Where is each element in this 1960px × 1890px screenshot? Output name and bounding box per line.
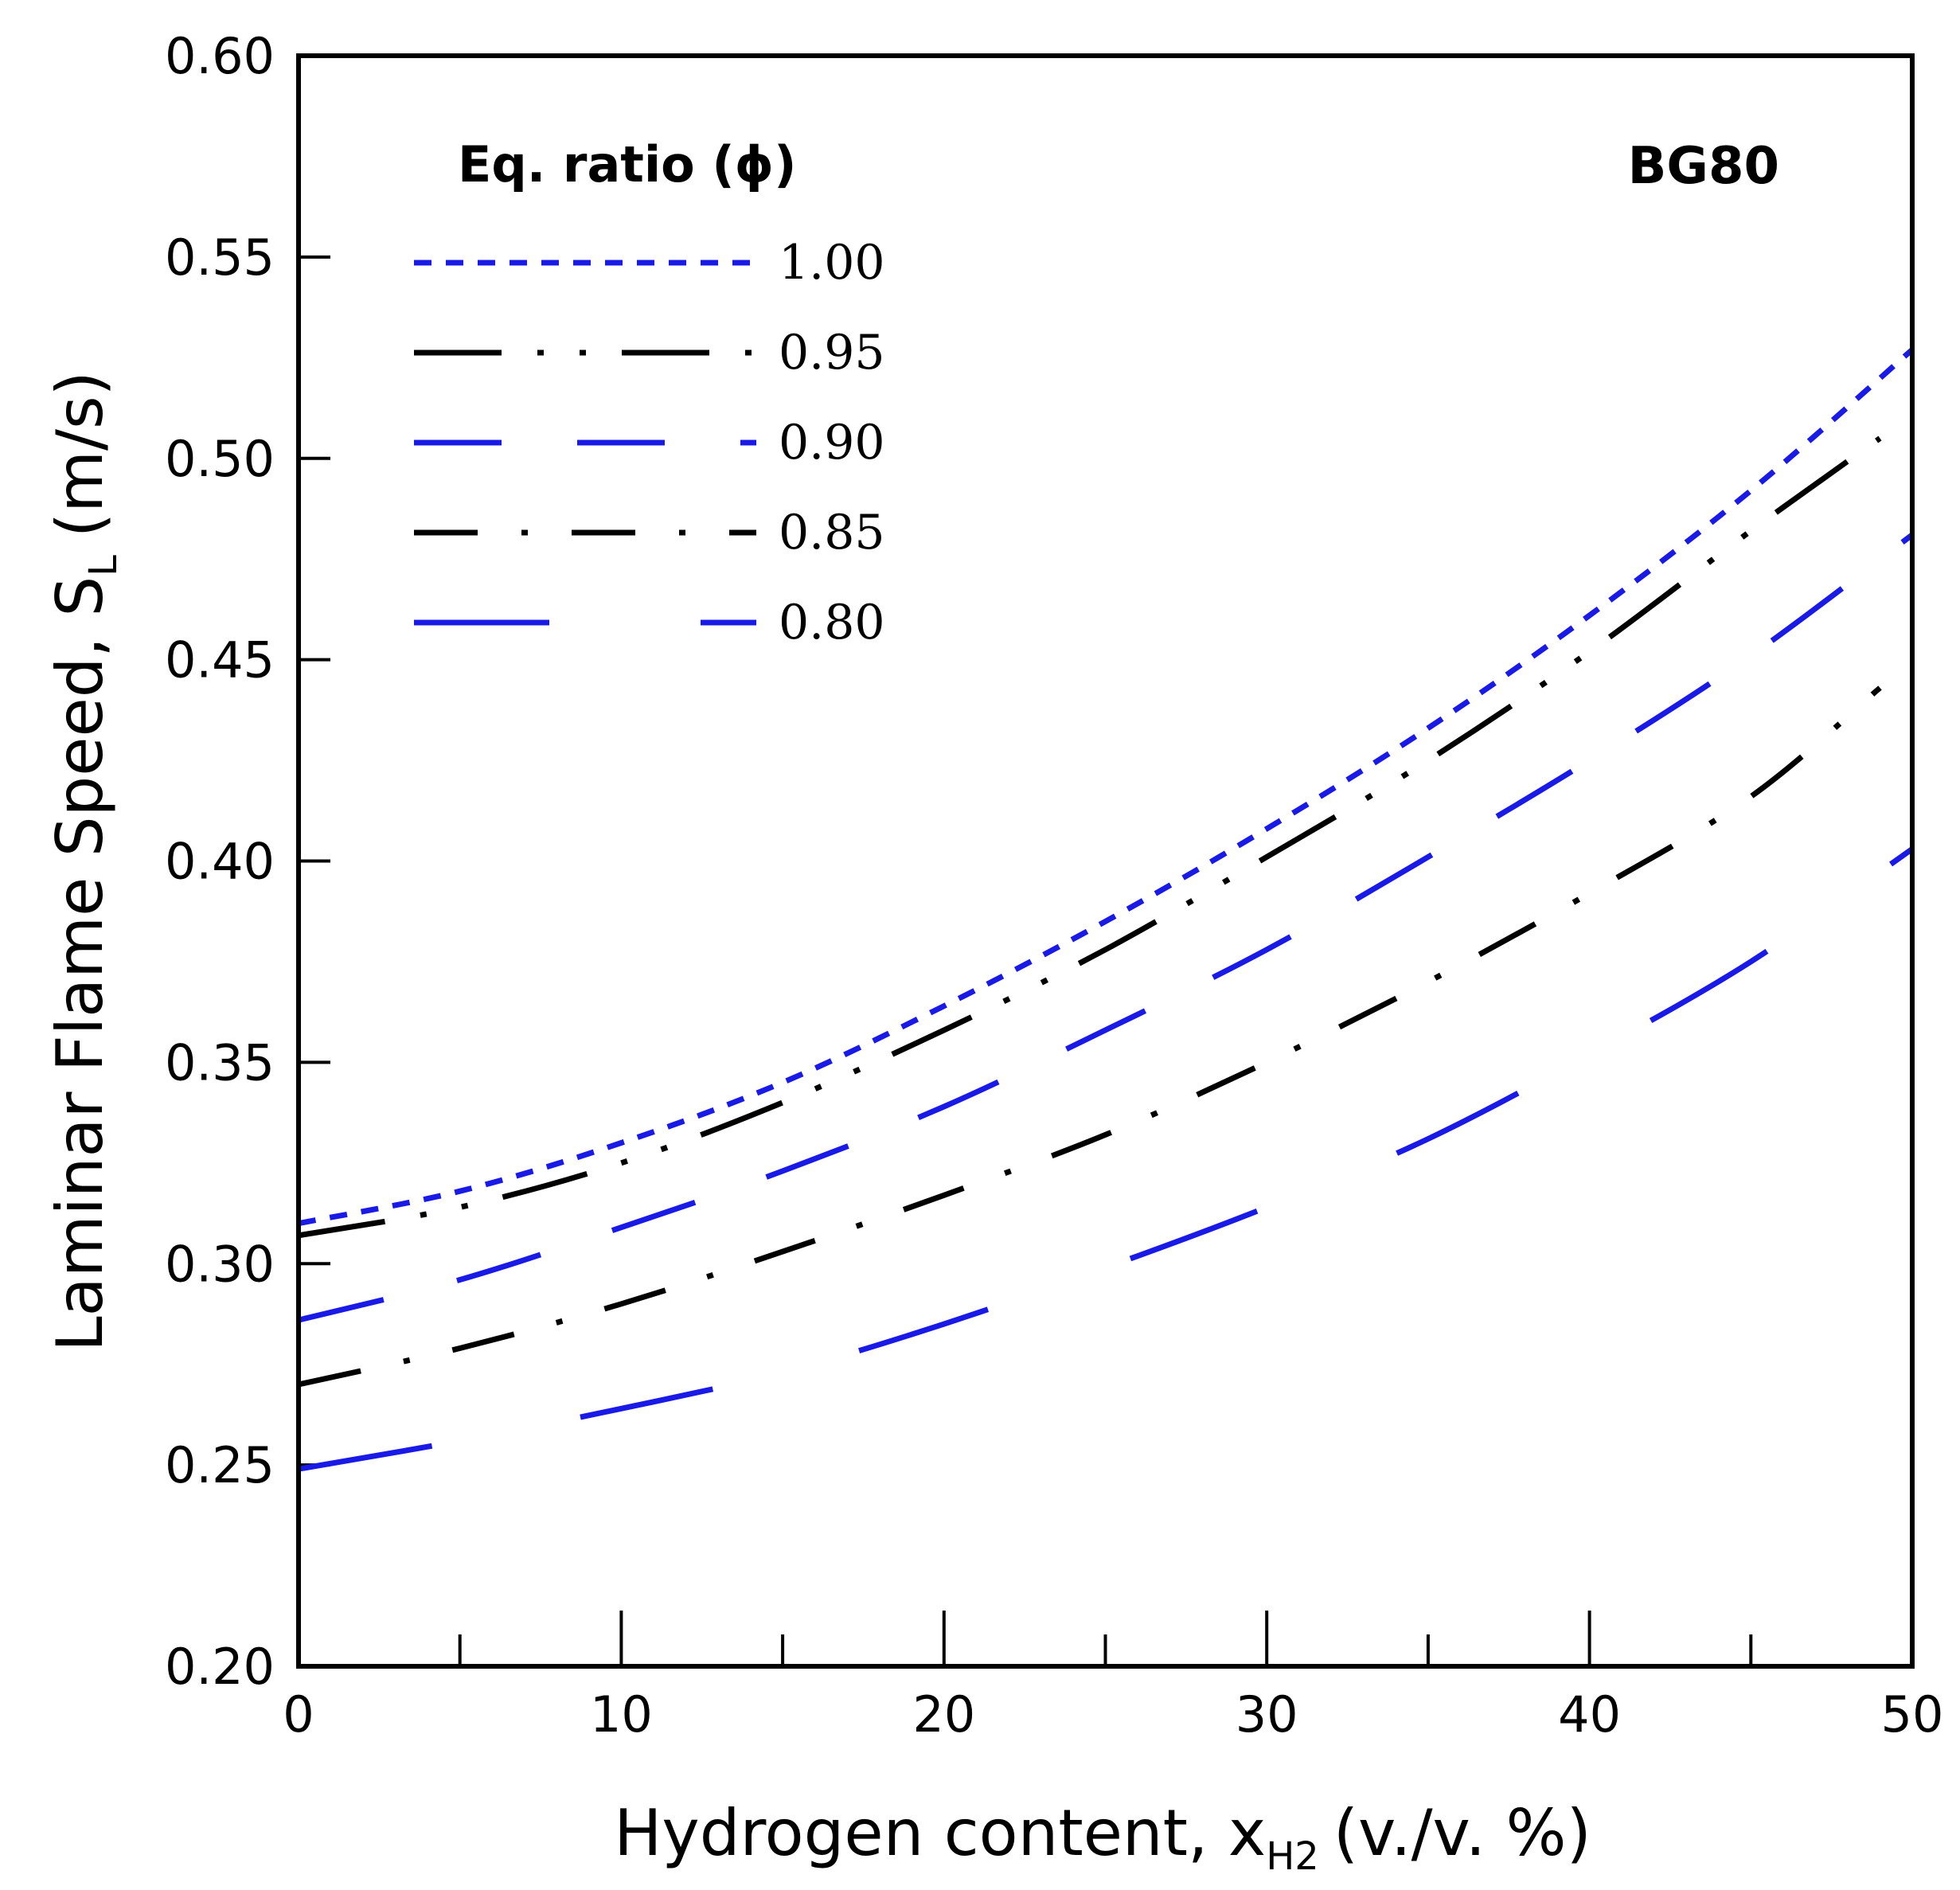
axis-ticks bbox=[297, 54, 1914, 1668]
y-tick-label: 0.25 bbox=[165, 1436, 275, 1494]
y-tick-label: 0.45 bbox=[165, 631, 275, 689]
legend-label: 0.80 bbox=[779, 595, 885, 650]
x-axis-title-unit: (v./v. %) bbox=[1333, 1796, 1591, 1870]
annotation-label: BG80 bbox=[1628, 137, 1779, 196]
y-tick-label: 0.20 bbox=[165, 1638, 275, 1696]
x-axis-title-sub: H2 bbox=[1266, 1834, 1319, 1879]
series-line-0-80 bbox=[298, 846, 1915, 1472]
y-axis-title-main: Laminar Flame Speed, S bbox=[43, 576, 117, 1352]
x-tick-label: 20 bbox=[912, 1685, 975, 1744]
y-axis-title: Laminar Flame Speed, SL (m/s) bbox=[43, 371, 126, 1352]
legend-label: 0.85 bbox=[779, 505, 885, 560]
y-axis-title-sub: L bbox=[81, 555, 126, 576]
series-line-0-90 bbox=[298, 532, 1915, 1323]
legend-entries: 1.00 0.95 0.90 0.85 0.80 bbox=[414, 235, 885, 650]
x-tick-label: 50 bbox=[1881, 1685, 1944, 1744]
y-tick-label: 0.50 bbox=[165, 430, 275, 488]
y-tick-label: 0.55 bbox=[165, 228, 275, 287]
series-layer bbox=[298, 347, 1915, 1472]
x-tick-label: 0 bbox=[283, 1685, 314, 1744]
legend-label: 0.95 bbox=[779, 325, 885, 381]
plot-frame bbox=[296, 53, 1915, 1669]
legend-label: 1.00 bbox=[779, 235, 885, 291]
series-line-0-85 bbox=[298, 685, 1882, 1388]
tick-labels: 0 10 20 30 40 50 0.20 0.25 0.30 0.35 0.40 0.45 0.50 0… bbox=[165, 27, 1944, 1744]
y-tick-label: 0.35 bbox=[165, 1033, 275, 1091]
legend: Eq. ratio (ϕ) 1.00 0.95 0.90 0.85 0.80 bbox=[414, 135, 885, 650]
x-tick-label: 30 bbox=[1236, 1685, 1298, 1744]
legend-label: 0.90 bbox=[779, 415, 885, 471]
series-line-1-00 bbox=[298, 347, 1915, 1227]
y-tick-label: 0.30 bbox=[165, 1235, 275, 1293]
x-axis-title: Hydrogen content, xH2 (v./v. %) bbox=[614, 1796, 1591, 1879]
x-tick-label: 40 bbox=[1558, 1685, 1621, 1744]
series-line-0-95 bbox=[298, 435, 1882, 1239]
y-axis-title-unit: (m/s) bbox=[43, 371, 117, 537]
x-tick-label: 10 bbox=[590, 1685, 653, 1744]
legend-title: Eq. ratio (ϕ) bbox=[458, 135, 796, 193]
x-axis-title-main: Hydrogen content, x bbox=[614, 1796, 1266, 1870]
y-tick-label: 0.60 bbox=[165, 27, 275, 85]
y-tick-label: 0.40 bbox=[165, 833, 275, 891]
